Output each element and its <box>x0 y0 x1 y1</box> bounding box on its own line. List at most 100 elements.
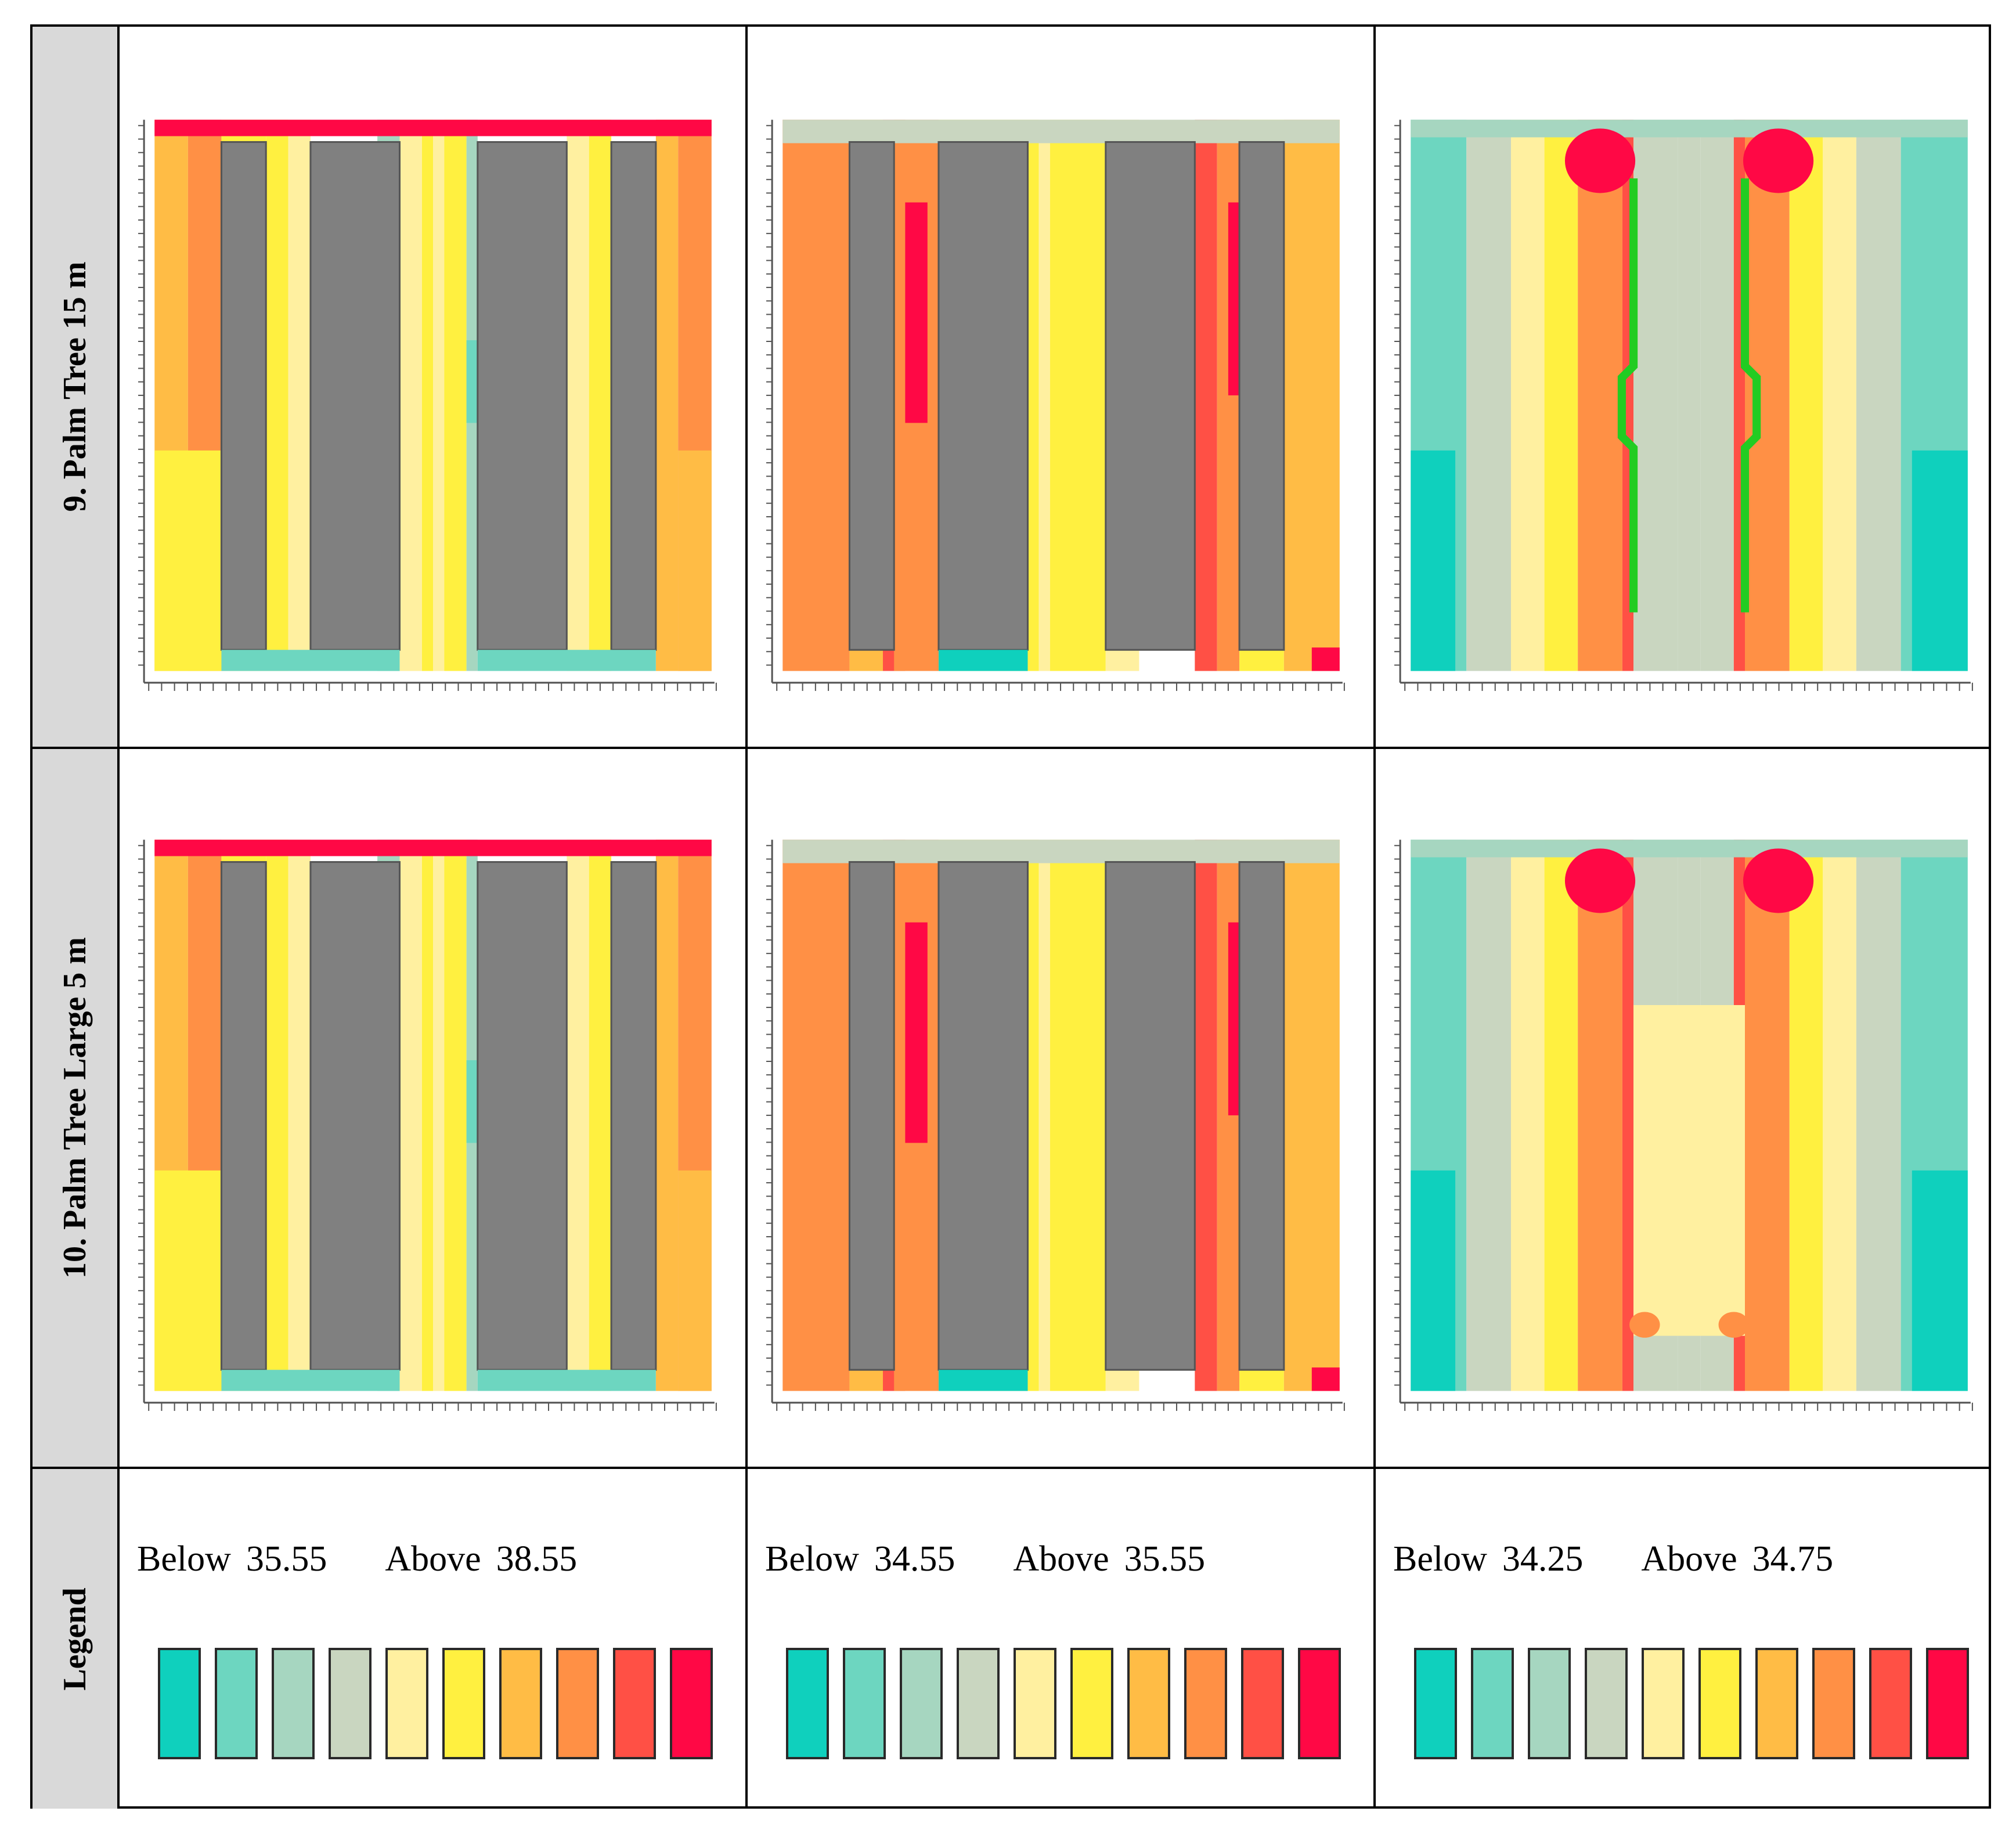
heatmap-r2-c2 <box>765 828 1351 1414</box>
legend-swatch-3 <box>272 1648 315 1759</box>
legend-above-label: Above <box>1641 1539 1737 1579</box>
legend-above-value: 34.75 <box>1752 1539 1834 1579</box>
heat-band <box>266 120 288 671</box>
legend-swatch-1 <box>158 1648 201 1759</box>
legend-swatch-5 <box>1014 1648 1056 1759</box>
legend-below-value: 35.55 <box>246 1539 327 1579</box>
heat-band <box>655 840 679 1391</box>
heat-band <box>1633 120 1678 671</box>
heat-band <box>444 840 467 1391</box>
comparison-table: 9. Palm Tree 15 m 10. Palm Tree Large 5 … <box>30 24 1991 1809</box>
heat-band <box>567 840 589 1391</box>
legend-swatch-9 <box>1869 1648 1912 1759</box>
heat-band <box>1823 120 1856 671</box>
legend-swatch-2 <box>215 1648 258 1759</box>
heat-band <box>399 120 422 671</box>
building <box>610 141 657 651</box>
heat-band <box>1823 840 1856 1391</box>
cool-spot <box>466 340 478 423</box>
hot-edge <box>154 840 712 856</box>
palm-tree-outline <box>1740 178 1761 613</box>
heat-band <box>567 120 589 671</box>
heat-band <box>1511 120 1545 671</box>
building <box>610 861 657 1371</box>
heat-band <box>154 1170 222 1391</box>
heat-band <box>1856 120 1901 671</box>
hot-spot <box>1564 848 1636 913</box>
heat-band <box>1789 840 1823 1391</box>
legend-swatch-4 <box>957 1648 1000 1759</box>
row-label: 9. Palm Tree 15 m <box>57 261 93 512</box>
legend-swatch-8 <box>1184 1648 1227 1759</box>
legend-swatch-7 <box>1755 1648 1798 1759</box>
legend-swatch-3 <box>900 1648 943 1759</box>
heat-band <box>782 840 850 1391</box>
heat-band <box>655 120 679 671</box>
building <box>1238 861 1285 1371</box>
heat-band <box>288 840 311 1391</box>
legend-swatch-6 <box>1698 1648 1741 1759</box>
building <box>848 861 895 1371</box>
warm-spot <box>1629 1312 1660 1338</box>
hot-spot <box>1743 128 1814 193</box>
building <box>1105 861 1196 1371</box>
row-header-palm-tree-15m: 9. Palm Tree 15 m <box>33 27 117 747</box>
heat-band <box>1038 840 1050 1391</box>
hot-corner <box>1311 1367 1340 1391</box>
column-divider <box>117 27 120 1806</box>
heatmap-r2-c3 <box>1393 828 1979 1414</box>
heat-band <box>1466 840 1512 1391</box>
legend-swatch-6 <box>442 1648 485 1759</box>
legend-swatch-9 <box>613 1648 656 1759</box>
hot-edge <box>154 120 712 136</box>
heat-band <box>433 120 445 671</box>
hot-spot <box>905 922 928 1143</box>
heat-band <box>1789 120 1823 671</box>
row-label: Legend <box>57 1587 93 1691</box>
heat-band <box>399 840 422 1391</box>
heat-band <box>1578 840 1622 1391</box>
legend-range-3: Below 34.25 Above 34.75 <box>1393 1539 1833 1580</box>
heat-band <box>1195 840 1217 1391</box>
legend-swatches-3 <box>1414 1648 1983 1759</box>
heat-band <box>589 840 612 1391</box>
legend-swatch-10 <box>1298 1648 1341 1759</box>
heat-band <box>1745 840 1790 1391</box>
cool-strip <box>221 650 400 671</box>
legend-swatch-3 <box>1528 1648 1571 1759</box>
heat-band <box>1511 840 1545 1391</box>
row-header-palm-tree-large-5m: 10. Palm Tree Large 5 m <box>33 749 117 1467</box>
building <box>937 141 1029 651</box>
palm-tree-outline <box>1617 178 1638 613</box>
heat-band <box>1700 120 1734 671</box>
hot-spot <box>905 202 928 423</box>
legend-swatch-10 <box>1926 1648 1969 1759</box>
heatmap-r1-c1 <box>137 108 723 694</box>
heat-band <box>1622 840 1634 1391</box>
heat-band <box>1678 120 1701 671</box>
heat-band <box>444 120 467 671</box>
heat-band <box>266 840 288 1391</box>
heatmap-r1-c3 <box>1393 108 1979 694</box>
legend-above-label: Above <box>1013 1539 1109 1579</box>
heat-band <box>678 450 712 671</box>
cool-strip <box>477 1370 656 1391</box>
heat-band <box>1466 120 1512 671</box>
row-label: 10. Palm Tree Large 5 m <box>57 937 93 1279</box>
heat-band <box>154 450 222 671</box>
legend-above-value: 38.55 <box>496 1539 578 1579</box>
legend-below-label: Below <box>765 1539 859 1579</box>
building <box>309 141 401 651</box>
cool-zone <box>1411 450 1456 671</box>
top-edge <box>782 840 1340 863</box>
heat-band <box>1544 840 1578 1391</box>
heat-band <box>678 1170 712 1391</box>
heat-band <box>421 120 434 671</box>
heatmap-r2-c1 <box>137 828 723 1414</box>
heat-band <box>1050 120 1106 671</box>
legend-swatch-7 <box>499 1648 542 1759</box>
heat-band <box>1856 840 1901 1391</box>
cool-strip <box>221 1370 400 1391</box>
heat-band <box>421 840 434 1391</box>
warm-zone <box>1633 1005 1745 1336</box>
